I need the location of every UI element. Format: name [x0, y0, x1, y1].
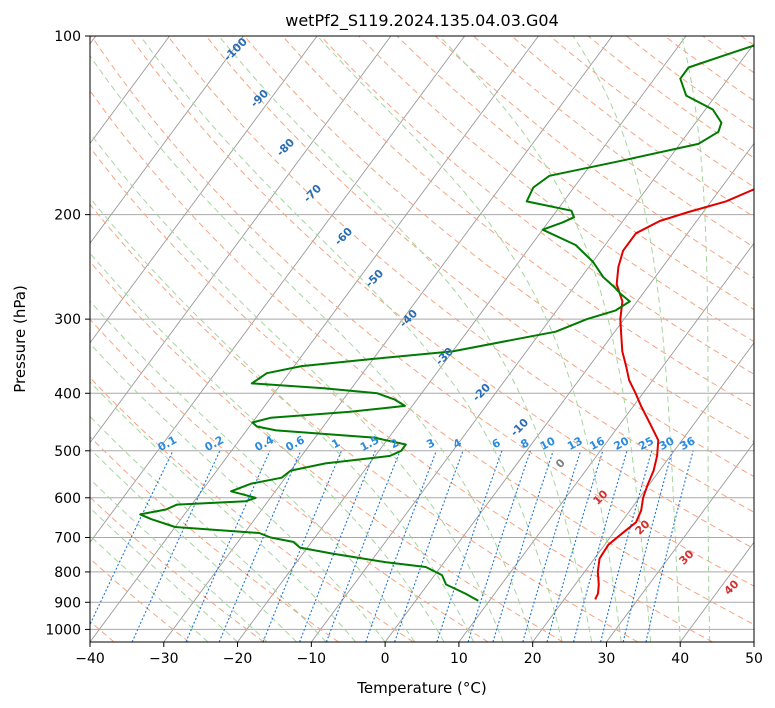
y-tick-label: 1000 — [45, 622, 81, 638]
isotherm-line — [310, 43, 754, 642]
isotherm-line — [90, 36, 466, 544]
mixing-ratio-line — [218, 450, 302, 642]
dry-adiabat-line — [90, 260, 564, 642]
mixing-ratio-line — [436, 450, 503, 642]
dry-adiabat-line — [205, 36, 754, 478]
dewpoint-profile-line — [139, 44, 754, 602]
mixing-ratio-line — [90, 450, 174, 626]
y-tick-label: 300 — [54, 312, 81, 328]
moist-adiabat-line — [90, 132, 504, 642]
x-tick-label: 0 — [381, 651, 390, 667]
y-tick-label: 500 — [54, 444, 81, 460]
x-axis-title: Temperature (°C) — [356, 679, 486, 697]
mixing-ratio-label: 20 — [612, 434, 632, 453]
background-lines — [90, 36, 754, 642]
isotherm-line — [90, 36, 318, 344]
x-tick-label: 20 — [524, 651, 542, 667]
mixing-ratio-line — [645, 450, 694, 642]
x-tick-label: −40 — [75, 651, 105, 667]
y-tick-label: 200 — [54, 208, 81, 224]
dry-adiabat-line — [90, 36, 754, 587]
mixing-ratio-label: 10 — [538, 434, 558, 453]
x-tick-label: −10 — [297, 651, 327, 667]
dry-adiabat-line — [129, 36, 754, 550]
dry-adiabat-line — [434, 36, 754, 279]
y-tick-label: 800 — [54, 565, 81, 581]
dry-adiabat-line — [90, 146, 713, 642]
isotherm-line — [532, 342, 754, 642]
x-tick-label: 30 — [598, 651, 616, 667]
dry-adiabat-line — [90, 203, 639, 642]
mixing-ratio-line — [394, 450, 464, 642]
mixing-ratio-line — [262, 450, 343, 642]
moist-adiabat-line — [218, 36, 593, 642]
chart-title: wetPf2_S119.2024.135.04.03.G04 — [285, 11, 559, 31]
isotherm-line — [90, 36, 244, 244]
moist-adiabat-line — [572, 36, 681, 642]
dry-adiabat-line — [358, 36, 754, 343]
moist-adiabat-line — [316, 36, 622, 642]
dry-adiabat-line — [90, 496, 265, 642]
moist-adiabat-line — [439, 36, 652, 642]
x-tick-label: 50 — [745, 651, 763, 667]
moist-adiabat-line — [139, 36, 563, 642]
isotherm-line — [90, 36, 539, 642]
x-tick-label: −20 — [223, 651, 253, 667]
isotherm-line — [384, 142, 754, 642]
moist-adiabat-line — [90, 507, 238, 642]
dry-adiabat-line — [90, 376, 414, 642]
y-axis-title: Pressure (hPa) — [11, 285, 29, 393]
temperature-profile-line — [594, 188, 754, 600]
mixing-ratio-line — [131, 450, 221, 642]
mixing-ratio-label: 13 — [565, 434, 585, 453]
plot-frame — [89, 35, 755, 643]
moist-adiabat-line — [90, 415, 327, 642]
isotherm-line — [163, 36, 613, 642]
isotherm-line — [90, 36, 170, 145]
mixing-ratio-line — [365, 450, 437, 642]
data-series — [139, 44, 754, 602]
isotherm-line — [90, 36, 392, 444]
mixing-ratio-label: 30 — [657, 434, 677, 453]
moist-adiabat-line — [90, 252, 445, 642]
dry-adiabat-line — [167, 36, 754, 513]
x-tick-label: 40 — [671, 651, 689, 667]
moist-adiabat-line — [90, 300, 416, 642]
mixing-ratio-line — [572, 450, 628, 642]
moist-adiabat-line — [90, 54, 534, 642]
isotherm-line — [237, 36, 687, 642]
y-tick-label: 900 — [54, 595, 81, 611]
isotherm-line — [753, 641, 754, 642]
plot-area — [90, 36, 754, 642]
mixing-ratio-label: 16 — [587, 434, 607, 453]
axes: −40 −30 −20 −10 0 10 20 30 40 50 100 200 300 400 500 60… — [45, 29, 763, 667]
y-tick-label: 100 — [54, 29, 81, 45]
moist-adiabat-line — [90, 342, 386, 642]
dry-adiabat-line — [396, 36, 754, 311]
dry-adiabat-line — [320, 36, 754, 375]
y-tick-label: 600 — [54, 491, 81, 507]
mixing-ratio-label: 25 — [636, 434, 656, 453]
mixing-ratio-line — [600, 450, 653, 642]
dry-adiabat-line — [243, 36, 754, 443]
mixing-ratio-line — [467, 450, 532, 642]
x-tick-label: −30 — [149, 651, 179, 667]
dry-adiabat-line — [587, 36, 754, 159]
mixing-ratio-line — [492, 450, 554, 642]
x-tick-label: 10 — [450, 651, 468, 667]
mixing-ratio-line — [522, 450, 582, 642]
moist-adiabat-line — [90, 381, 356, 642]
moist-adiabat-line — [90, 478, 268, 642]
isotherm-line — [606, 441, 754, 642]
mixing-ratio-label: 36 — [678, 434, 698, 453]
mixing-ratio-line — [622, 450, 673, 642]
mixing-ratio-line — [546, 450, 604, 642]
isotherm-line — [458, 242, 754, 642]
moist-adiabat-line — [90, 535, 209, 642]
moist-adiabat-line — [681, 36, 711, 642]
y-tick-label: 400 — [54, 386, 81, 402]
y-tick-label: 700 — [54, 531, 81, 547]
